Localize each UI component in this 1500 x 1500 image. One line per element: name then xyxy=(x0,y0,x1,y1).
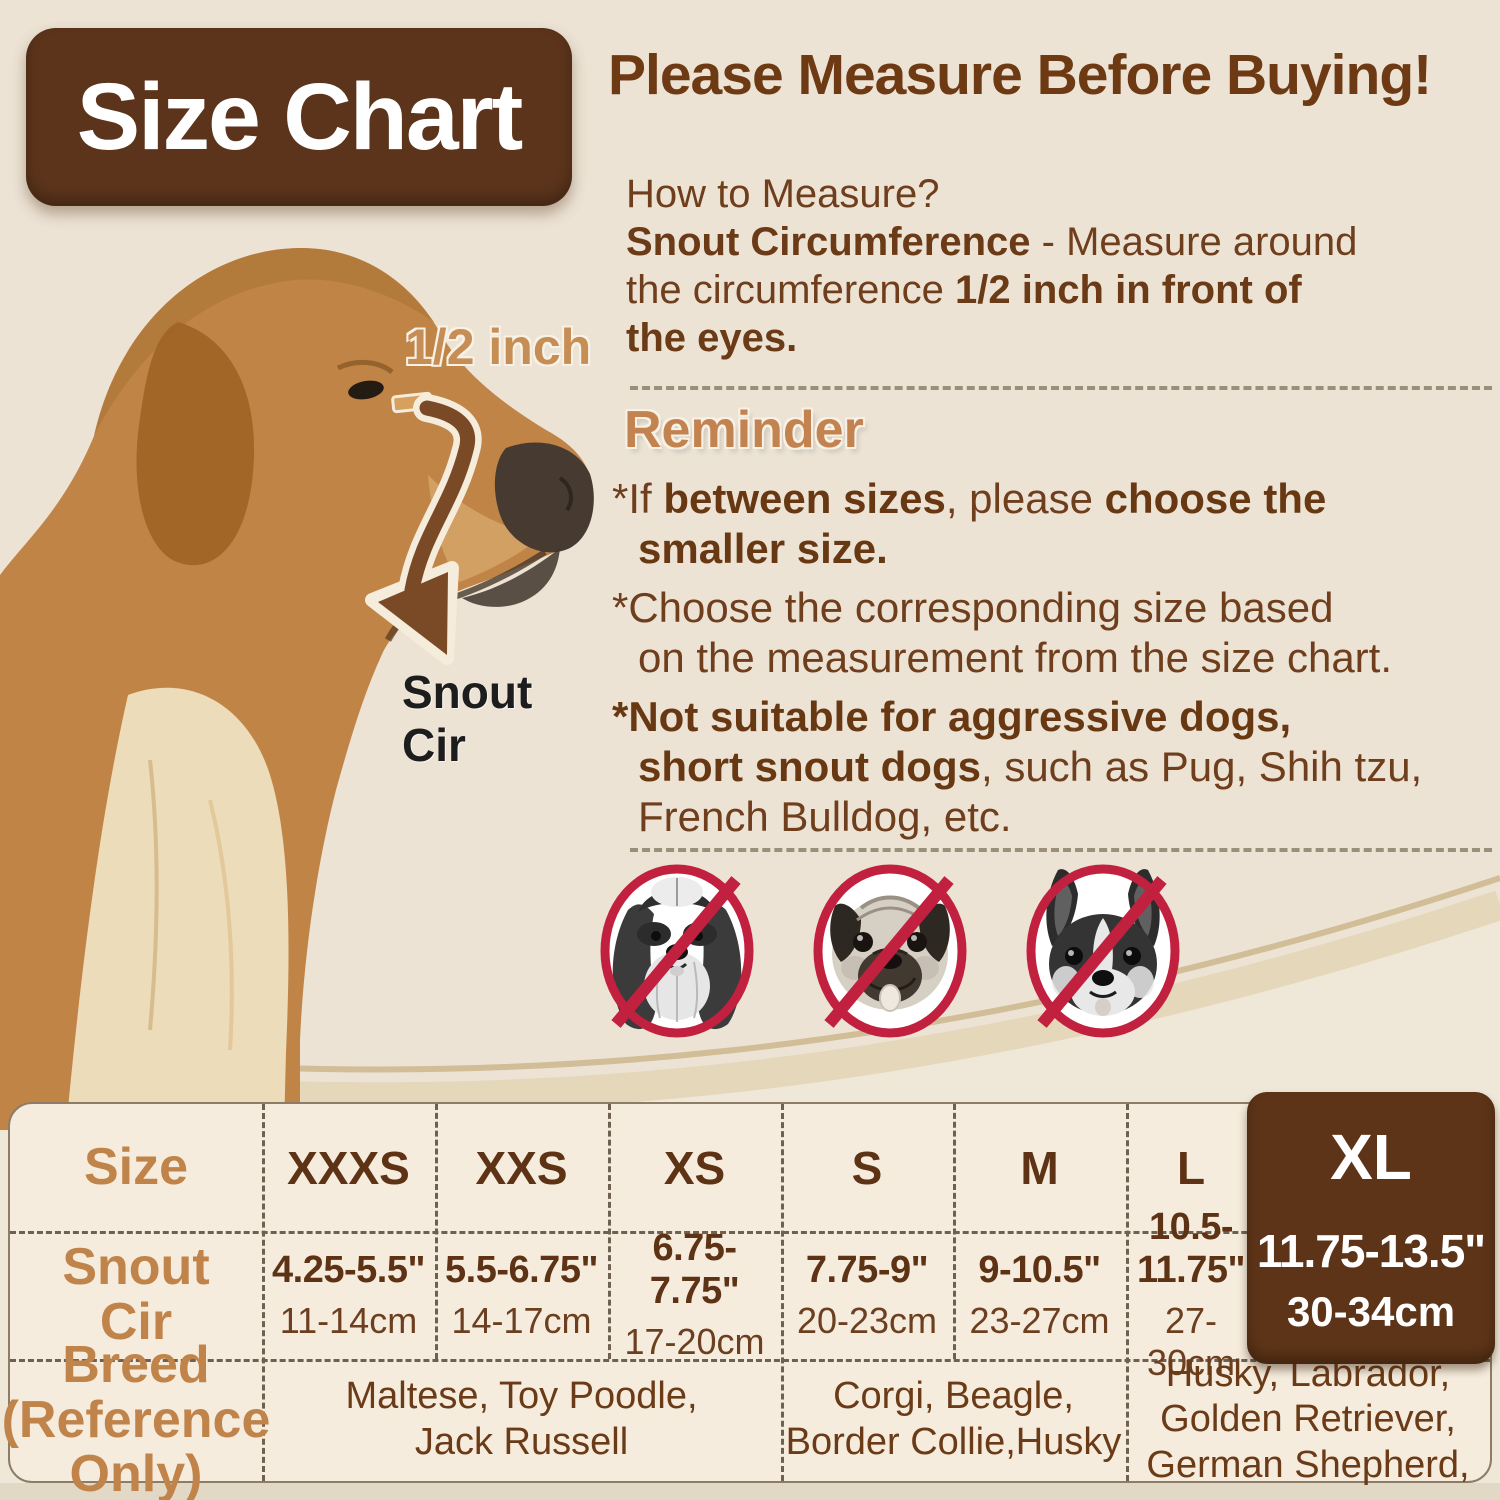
breed-cell-small: Maltese, Toy Poodle, Jack Russell xyxy=(345,1375,698,1463)
dog-eye xyxy=(348,380,384,400)
row-label-snout-cir: Snout Cir xyxy=(62,1238,210,1351)
breed-cell-large: Husky, Labrador, Golden Retriever, Germa… xyxy=(1146,1352,1470,1486)
table-divider xyxy=(781,1104,784,1481)
xl-inches-value: 11.75-13.5" xyxy=(1256,1225,1486,1277)
snout-cell-xxs: 5.5-6.75" 14-17cm xyxy=(445,1248,598,1341)
table-divider xyxy=(10,1359,1490,1362)
reminder-list: *If between sizes, please choose the sma… xyxy=(612,474,1500,851)
col-header-l: L xyxy=(1176,1141,1206,1194)
dashed-divider-top xyxy=(630,386,1492,390)
measure-arrow-icon xyxy=(365,391,482,665)
table-divider xyxy=(10,1231,1490,1234)
no-french-bulldog-icon xyxy=(1026,864,1180,1038)
half-inch-label: 1/2 inch xyxy=(405,319,592,375)
snout-cell-xxxs: 4.25-5.5" 11-14cm xyxy=(272,1248,425,1341)
xl-size-label: XL xyxy=(1330,1121,1412,1193)
row-label-size: Size xyxy=(83,1138,189,1197)
col-header-xs: XS xyxy=(663,1141,726,1194)
table-divider xyxy=(1126,1104,1129,1481)
snout-cell-l: 10.5-11.75" 27-30cm xyxy=(1136,1206,1246,1383)
no-shih-tzu-icon xyxy=(600,864,754,1038)
size-chart-badge: Size Chart xyxy=(26,28,572,206)
size-chart-badge-label: Size Chart xyxy=(76,63,524,170)
dog-nose xyxy=(494,442,594,553)
dog-profile-photo xyxy=(0,247,594,1130)
col-header-xxs: XXS xyxy=(475,1141,568,1194)
dashed-divider-bottom xyxy=(630,848,1492,852)
how-to-measure-text: How to Measure? Snout Circumference - Me… xyxy=(626,172,1358,360)
table-divider xyxy=(262,1104,265,1481)
snout-cir-label: Snout Cir xyxy=(402,666,533,772)
xl-highlight: XL 11.75-13.5" 30-34cm xyxy=(1247,1092,1495,1364)
col-header-m: M xyxy=(1020,1141,1059,1194)
snout-cell-m: 9-10.5" 23-27cm xyxy=(969,1248,1110,1341)
snout-cell-s: 7.75-9" 20-23cm xyxy=(796,1248,938,1341)
col-header-s: S xyxy=(851,1141,883,1194)
row-label-breed: Breed (Reference Only) xyxy=(1,1336,271,1500)
reminder-title: Reminder xyxy=(624,401,864,459)
page-headline: Please Measure Before Buying! xyxy=(608,43,1432,107)
breed-cell-medium: Corgi, Beagle, Border Collie,Husky xyxy=(785,1375,1122,1463)
reminder-item: *Choose the corresponding size based on … xyxy=(612,583,1393,682)
size-table: Size XXXS XXS XS S M L Snout Cir 4.25-5.… xyxy=(1,1102,1492,1500)
col-header-xxxs: XXXS xyxy=(287,1141,410,1194)
no-pug-icon xyxy=(813,864,967,1038)
xl-cm-value: 30-34cm xyxy=(1286,1288,1456,1335)
dog-ear xyxy=(136,322,255,566)
snout-cell-xs: 6.75-7.75" 17-20cm xyxy=(624,1227,765,1362)
reminder-item: *If between sizes, please choose the sma… xyxy=(612,475,1327,573)
reminder-item: *Not suitable for aggressive dogs, short… xyxy=(612,692,1423,841)
